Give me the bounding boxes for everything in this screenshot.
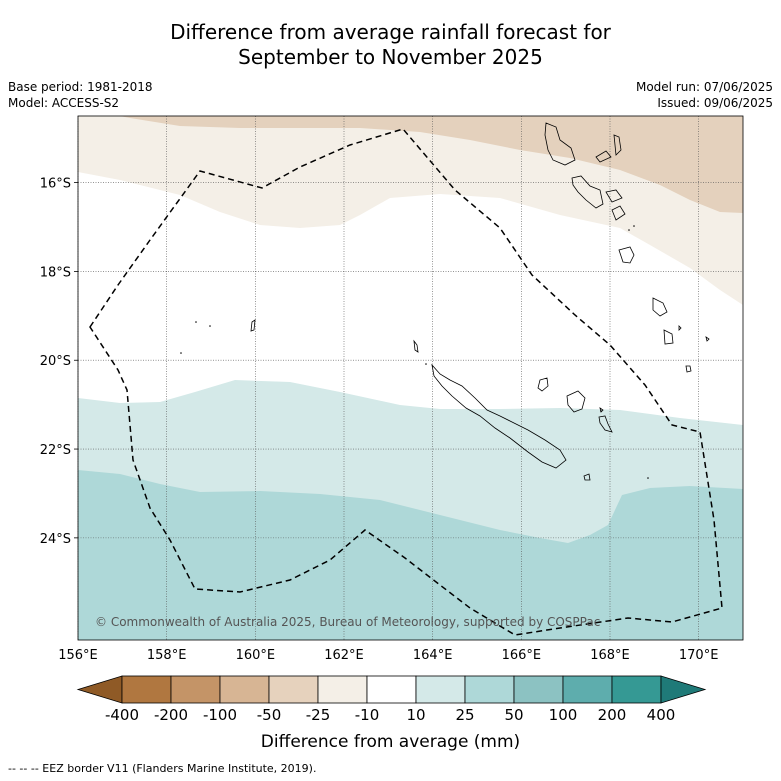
island-espiritu-santo (544, 122, 576, 166)
tiny-islets (180, 225, 649, 479)
island-matthew (705, 336, 710, 342)
colorbar-tick-label: -25 (306, 706, 331, 724)
colorbar-segment (415, 675, 466, 704)
island-efate (611, 205, 626, 221)
model-run: Model run: 07/06/2025 (635, 80, 773, 94)
colorbar-tick-label: 400 (647, 706, 676, 724)
colorbar-label: Difference from average (mm) (260, 732, 521, 752)
band-25-to-50 (78, 470, 743, 640)
island-ambae (595, 150, 612, 163)
band-minus-10-to-25 (78, 116, 743, 305)
graticule (74, 116, 743, 640)
lon-label: 166°E (502, 648, 542, 663)
base-period: Base period: 1981-2018 (8, 80, 153, 94)
island-walpole (685, 365, 692, 373)
lat-label: 20°S (40, 354, 71, 369)
lon-label: 158°E (147, 648, 187, 663)
colorbar-tick-label: 25 (455, 706, 474, 724)
island-maewo (613, 134, 622, 156)
lon-label: 168°E (590, 648, 630, 663)
colorbar-segment (219, 675, 270, 704)
title-line-2: September to November 2025 (238, 45, 543, 69)
island-tiga (599, 407, 604, 413)
island-isle-of-pines (583, 473, 591, 481)
latitude-labels: 16°S 18°S 20°S 22°S 24°S (40, 177, 71, 547)
colorbar-tick-label: -400 (105, 706, 139, 724)
island-new-caledonia (431, 363, 567, 469)
colorbar-segment (611, 675, 662, 704)
island-ouvea (537, 377, 549, 392)
island-hunter (678, 325, 682, 331)
island-belep (413, 339, 419, 353)
lat-label: 24°S (40, 532, 71, 547)
colorbar-segment (464, 675, 515, 704)
meta-right: Model run: 07/06/2025 Issued: 09/06/2025 (636, 79, 773, 111)
colorbar-tick-label: -200 (154, 706, 188, 724)
colorbar-segment (170, 675, 221, 704)
island-tanna (652, 297, 668, 317)
map-frame (77, 115, 744, 641)
lon-label: 162°E (324, 648, 364, 663)
eez-legend: -- -- -- EEZ border V11 (Flanders Marine… (8, 762, 317, 775)
longitude-labels: 156°E 158°E 160°E 162°E 164°E 166°E 168°E 170°E (58, 648, 718, 663)
colorbar-tick-label: 10 (406, 706, 425, 724)
meta-left: Base period: 1981-2018 Model: ACCESS-S2 (8, 79, 153, 111)
colorbar-tick-label: -10 (355, 706, 380, 724)
lon-label: 164°E (413, 648, 453, 663)
map-body (74, 115, 744, 641)
colorbar-tick-label: -50 (257, 706, 282, 724)
lat-label: 18°S (40, 265, 71, 280)
lon-label: 156°E (58, 648, 98, 663)
colorbar-tick-label: 50 (504, 706, 523, 724)
colorbar-tick-label: 200 (598, 706, 627, 724)
island-erromango (618, 246, 635, 264)
colorbar-segment (366, 675, 417, 704)
lon-label: 160°E (236, 648, 276, 663)
colorbar-segment (121, 675, 172, 704)
island-lifou (566, 390, 586, 413)
colorbar-tick-label: 100 (549, 706, 578, 724)
eez-border (89, 128, 723, 636)
title-line-1: Difference from average rainfall forecas… (170, 20, 611, 44)
island-malekula (571, 175, 604, 209)
island-chesterfield (250, 319, 256, 332)
colorbar-segment (317, 675, 368, 704)
island-pentecost (605, 189, 623, 203)
band-minus-25-to-50 (78, 116, 743, 213)
colorbar-extend-low (76, 675, 123, 704)
island-mare (598, 415, 613, 433)
copyright-notice: © Commonwealth of Australia 2025, Bureau… (95, 615, 600, 629)
colorbar-extend-high (660, 675, 707, 704)
colorbar: -400 -200 -100 -50 -25 -10 10 25 50 100 200 400 (76, 675, 707, 724)
lat-label: 22°S (40, 443, 71, 458)
colorbar-segment (562, 675, 613, 704)
lat-label: 16°S (40, 177, 71, 192)
model-name: Model: ACCESS-S2 (8, 96, 120, 110)
lon-label: 170°E (679, 648, 719, 663)
colorbar-tick-label: -100 (203, 706, 237, 724)
islands (250, 122, 710, 481)
map-title: Difference from average rainfall forecas… (0, 20, 781, 70)
issued-date: Issued: 09/06/2025 (657, 96, 773, 110)
island-aneityum (663, 329, 674, 345)
colorbar-segment (268, 675, 319, 704)
colorbar-segment (513, 675, 564, 704)
